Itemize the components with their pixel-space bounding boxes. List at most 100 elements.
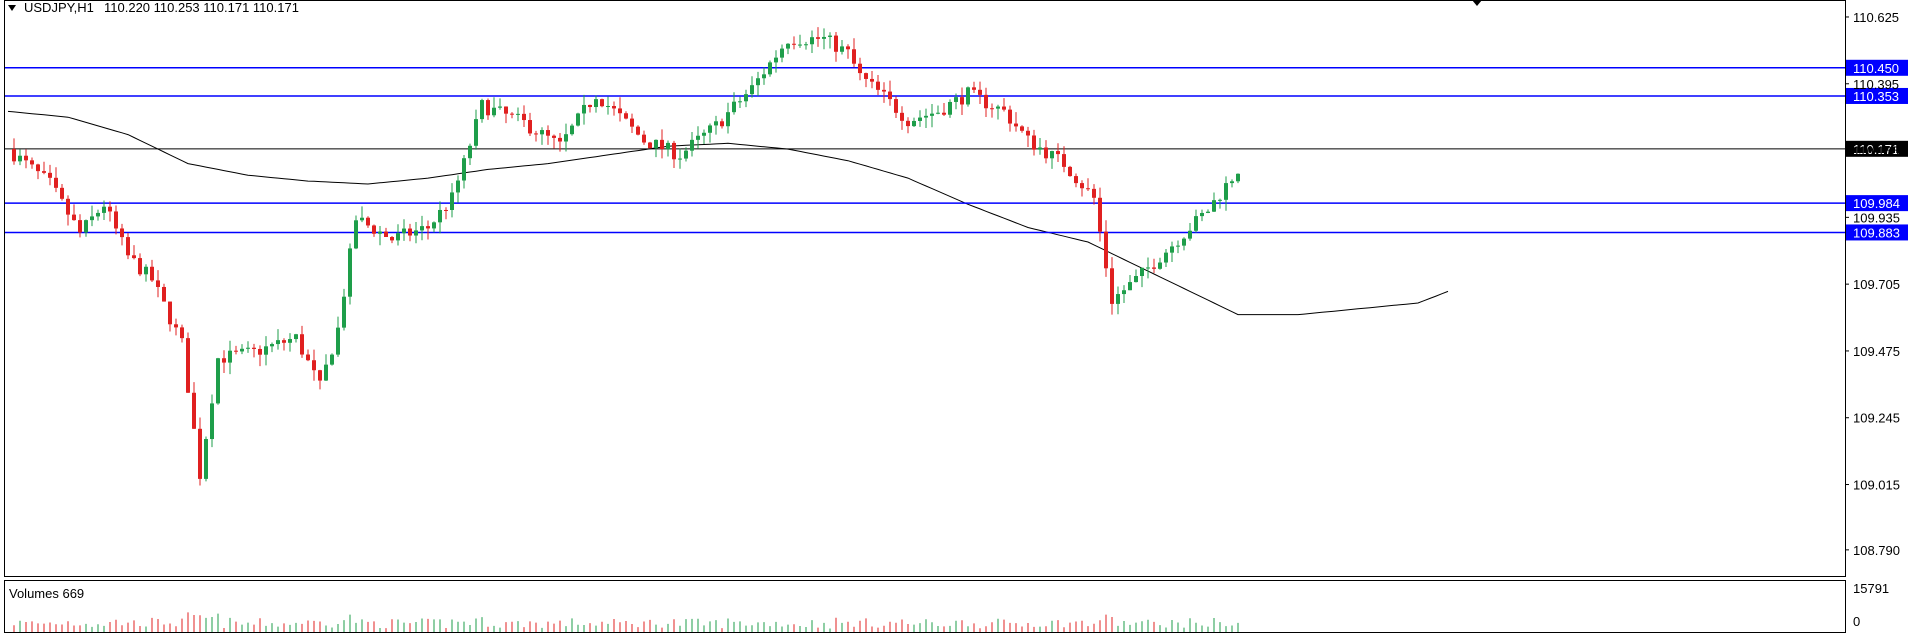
candle-body <box>786 43 790 49</box>
candle-body <box>1176 245 1180 247</box>
candle-body <box>888 91 892 100</box>
candle-body <box>882 89 886 92</box>
candle-body <box>546 130 550 136</box>
candle-body <box>156 280 160 287</box>
level-price-label: 110.450 <box>1853 61 1899 76</box>
candle-body <box>468 145 472 159</box>
candle-body <box>720 121 724 127</box>
candle-body <box>216 358 220 404</box>
candle-body <box>378 231 382 234</box>
level-price-label: 109.984 <box>1853 196 1900 211</box>
candle-body <box>1044 147 1048 159</box>
candle-body <box>78 220 82 233</box>
candle-body <box>48 172 52 178</box>
candle-body <box>948 101 952 115</box>
candle-body <box>12 149 16 162</box>
candle-body <box>324 364 328 381</box>
candle-body <box>1146 267 1150 269</box>
candle-body <box>282 340 286 343</box>
candle-body <box>768 62 772 75</box>
candle-body <box>1116 294 1120 304</box>
y-tick-label: 110.395 <box>1853 77 1899 92</box>
candle-body <box>354 220 358 249</box>
candle-body <box>1038 147 1042 150</box>
candle-body <box>810 37 814 45</box>
candle-body <box>750 85 754 95</box>
candle-body <box>612 106 616 109</box>
y-tick-label: 109.705 <box>1853 277 1900 292</box>
candle-body <box>1098 197 1102 232</box>
candle-body <box>492 107 496 116</box>
candle-body <box>240 348 244 352</box>
candle-body <box>192 392 196 429</box>
candle-body <box>570 125 574 135</box>
candle-body <box>738 101 742 103</box>
candle-body <box>726 112 730 127</box>
candle-body <box>1056 151 1060 155</box>
candle-body <box>1170 246 1174 253</box>
candle-body <box>978 89 982 95</box>
candle-body <box>864 73 868 79</box>
candle-body <box>690 139 694 151</box>
candle-body <box>906 120 910 127</box>
candle-body <box>1230 181 1234 184</box>
candle-body <box>732 101 736 113</box>
candle-body <box>96 212 100 217</box>
volume-frame <box>4 580 1846 633</box>
candle-body <box>942 112 946 115</box>
candle-body <box>552 135 556 138</box>
candle-body <box>372 225 376 234</box>
level-price-label: 109.883 <box>1853 225 1900 240</box>
y-tick-label: 108.790 <box>1853 543 1900 558</box>
candle-body <box>780 48 784 58</box>
candle-body <box>342 296 346 328</box>
candle-body <box>846 46 850 50</box>
candle-body <box>228 350 232 363</box>
candle-body <box>1236 173 1240 182</box>
candle-body <box>900 112 904 121</box>
candle-body <box>1062 154 1066 167</box>
candle-body <box>150 266 154 281</box>
candle-body <box>1050 151 1054 159</box>
candle-body <box>504 106 508 114</box>
candle-body <box>918 117 922 121</box>
last-price-label: 110.171 <box>1853 142 1899 157</box>
candle-body <box>330 354 334 365</box>
y-tick-label: 109.475 <box>1853 344 1900 359</box>
candle-body <box>702 132 706 136</box>
candle-body <box>456 180 460 193</box>
candle-body <box>306 354 310 361</box>
candle-body <box>858 63 862 74</box>
candle-body <box>534 133 538 135</box>
candle-body <box>480 100 484 120</box>
candle-body <box>666 142 670 150</box>
candle-body <box>1224 183 1228 200</box>
candle-body <box>1158 262 1162 269</box>
candle-body <box>24 155 28 161</box>
candle-body <box>714 121 718 126</box>
candle-body <box>204 439 208 479</box>
level-price-label: 110.353 <box>1853 89 1899 104</box>
candle-body <box>276 340 280 345</box>
candle-body <box>648 142 652 149</box>
candle-body <box>1194 216 1198 231</box>
candle-body <box>1032 135 1036 150</box>
candle-body <box>174 324 178 328</box>
candle-body <box>936 112 940 114</box>
candle-body <box>600 99 604 107</box>
candle-body <box>756 78 760 86</box>
candle-body <box>396 233 400 241</box>
symbol-dropdown-icon[interactable] <box>8 5 16 11</box>
candle-body <box>930 113 934 116</box>
candle-body <box>594 99 598 108</box>
candle-body <box>660 139 664 150</box>
candle-body <box>876 81 880 90</box>
candle-body <box>510 113 514 115</box>
candle-body <box>84 220 88 233</box>
candle-body <box>498 106 502 108</box>
period-separator-marker <box>1472 0 1482 6</box>
candle-body <box>954 97 958 102</box>
candle-body <box>630 118 634 127</box>
